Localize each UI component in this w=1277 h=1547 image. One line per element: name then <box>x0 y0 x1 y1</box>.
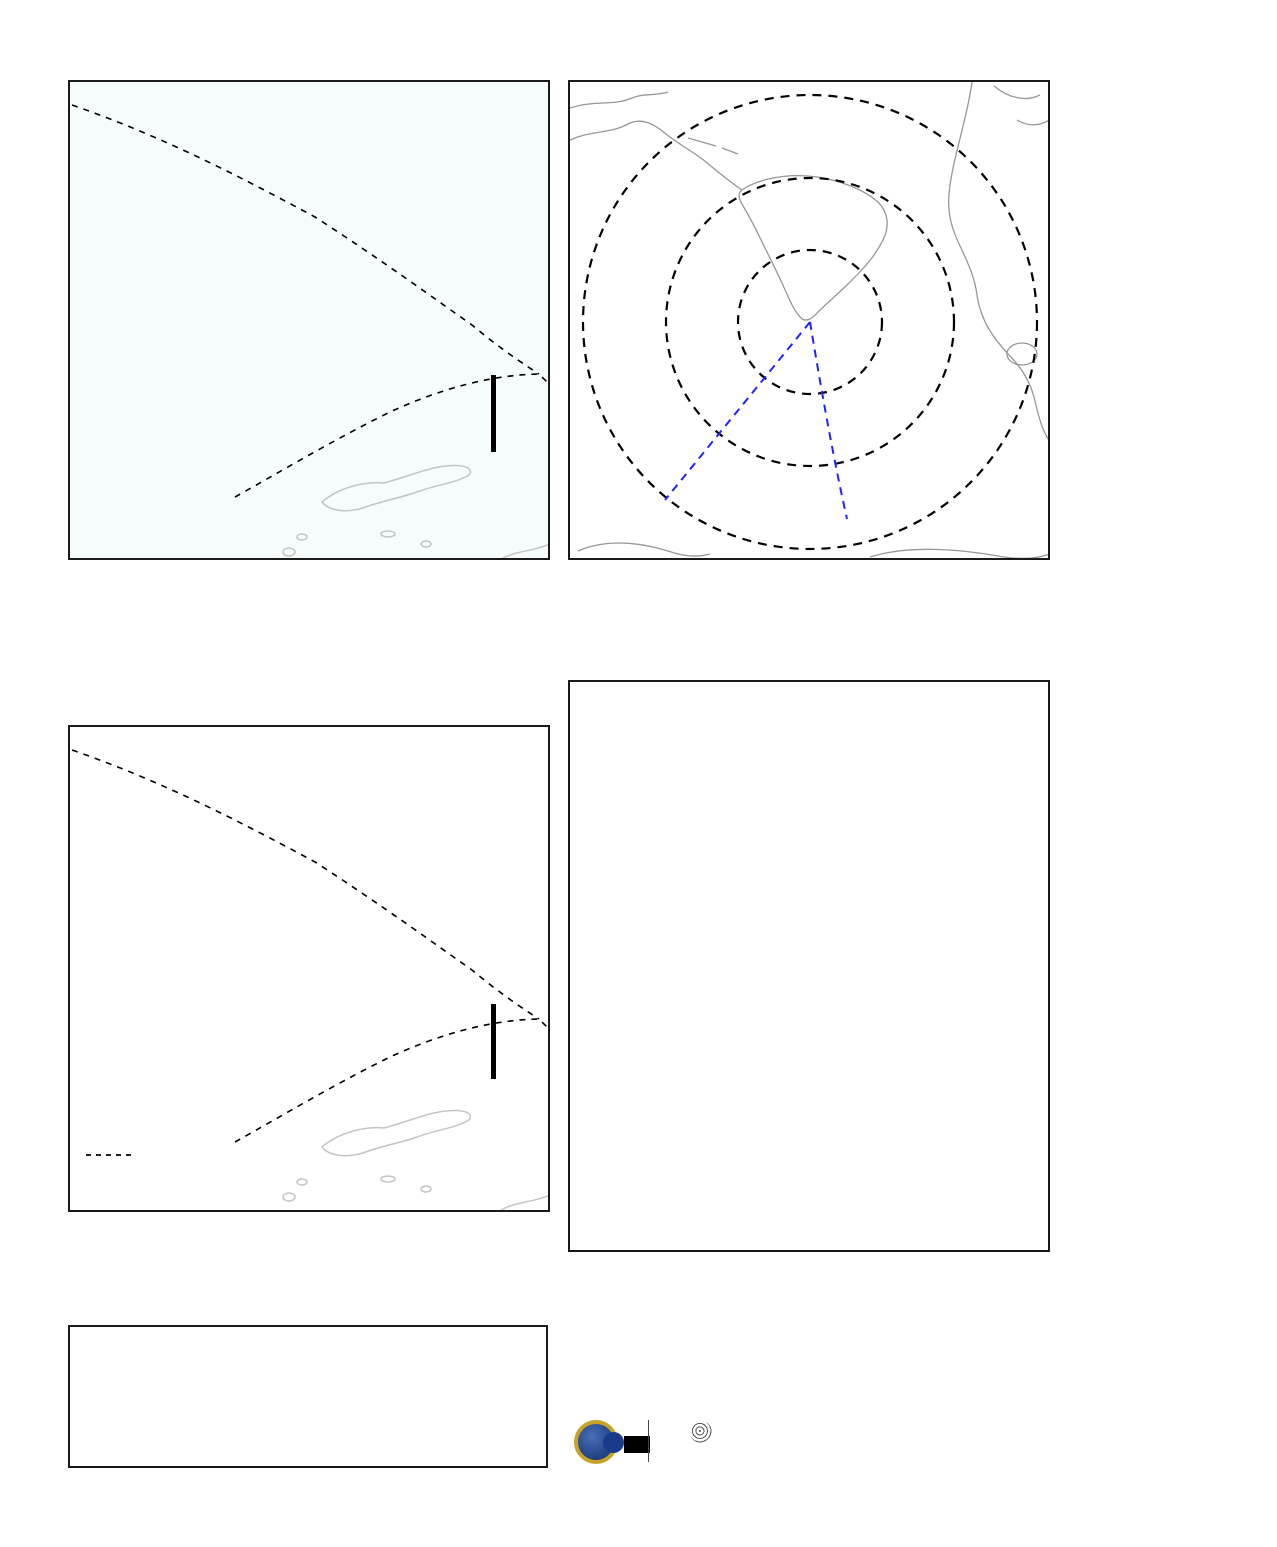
map-sea-background <box>70 82 548 558</box>
amplitude-canvas <box>70 1327 548 1468</box>
trench-lines <box>71 104 548 498</box>
world-coastlines <box>570 82 1048 558</box>
waveform-panel <box>568 680 1050 1252</box>
distance-rings <box>581 93 1039 551</box>
maxima-map-canvas <box>71 749 548 1210</box>
coastline-islands <box>282 464 548 558</box>
station-map-canvas <box>570 82 1048 558</box>
bp-stack-map-panel <box>68 80 550 560</box>
earthscope-spiral-icon <box>690 1421 712 1443</box>
local-maxima-map-panel <box>68 725 550 1212</box>
amplitude-plot-panel <box>68 1325 548 1468</box>
coastline-islands <box>282 1109 548 1210</box>
scale-bar <box>491 375 496 452</box>
nasa-logo-icon <box>603 1432 624 1453</box>
azimuth-lines <box>664 321 848 520</box>
station-distance-map-panel <box>568 80 1050 560</box>
trench-lines <box>71 749 548 1143</box>
scale-bar <box>491 1004 496 1079</box>
waveform-canvas <box>570 682 1050 1252</box>
usgs-logo-icon <box>624 1436 650 1453</box>
bp-stack-map-canvas <box>70 82 548 558</box>
logo-divider <box>648 1420 649 1462</box>
